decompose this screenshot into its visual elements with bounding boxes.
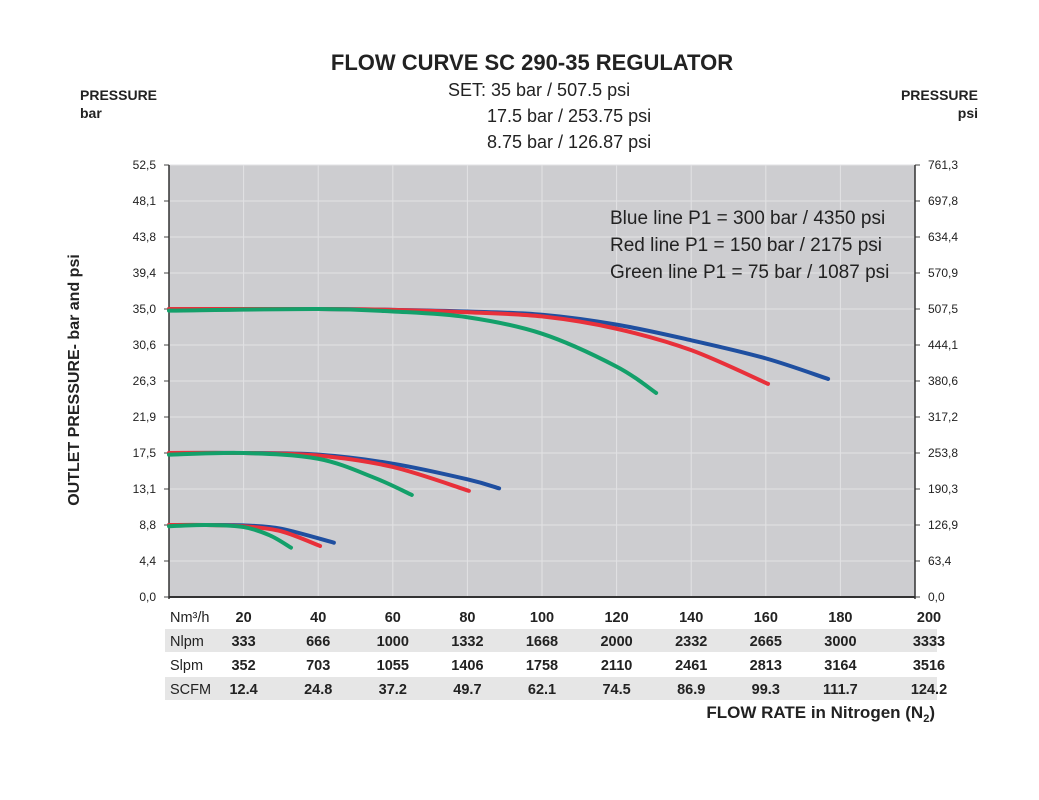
table-cell: 3333	[913, 634, 945, 650]
right-axis-unit: psi	[958, 105, 978, 121]
table-cell: 140	[679, 610, 703, 626]
y-axis-title: OUTLET PRESSURE- bar and psi	[66, 254, 83, 506]
table-cell: 2110	[601, 658, 632, 674]
table-cell: 1758	[526, 658, 558, 674]
subtitle-line: SET: 35 bar / 507.5 psi	[448, 80, 630, 100]
y-tick-label-left: 48,1	[133, 194, 157, 208]
y-tick-label-right: 634,4	[928, 230, 958, 244]
table-cell: 37.2	[379, 682, 407, 698]
table-cell: 12.4	[229, 682, 257, 698]
table-cell: 20	[236, 610, 252, 626]
table-cell: 2461	[675, 658, 707, 674]
table-cell: 120	[604, 610, 628, 626]
series-line-8	[167, 522, 293, 550]
series-line-5	[167, 450, 414, 497]
y-tick-label-left: 52,5	[133, 158, 157, 172]
x-axis-title-subscript: 2	[923, 713, 929, 725]
table-cell: 333	[231, 634, 255, 650]
legend-entry: Red line P1 = 150 bar / 2175 psi	[610, 235, 882, 256]
table-cell: 3164	[824, 658, 856, 674]
table-cell: 3000	[824, 634, 856, 650]
subtitle-line: 17.5 bar / 253.75 psi	[487, 106, 651, 126]
series-line-2	[167, 306, 659, 395]
table-cell: 1406	[451, 658, 483, 674]
table-row-band	[165, 677, 937, 700]
y-tick-label-right: 126,9	[928, 518, 958, 532]
table-cell: 1055	[377, 658, 409, 674]
table-cell: 1000	[377, 634, 409, 650]
y-tick-label-right: 697,8	[928, 194, 958, 208]
table-cell: 352	[231, 658, 255, 674]
x-axis-title: FLOW RATE in Nitrogen (N2)	[706, 703, 935, 725]
y-tick-label-left: 4,4	[139, 554, 156, 568]
x-axis-title-end: )	[929, 703, 935, 722]
table-row-unit: Nlpm	[170, 634, 204, 650]
right-axis-header: PRESSURE	[901, 87, 978, 103]
y-tick-label-left: 8,8	[139, 518, 156, 532]
table-cell: 111.7	[823, 682, 858, 698]
y-tick-label-right: 63,4	[928, 554, 952, 568]
left-axis-unit: bar	[80, 105, 102, 121]
y-tick-label-right: 317,2	[928, 410, 958, 424]
table-cell: 2332	[675, 634, 707, 650]
y-tick-label-left: 13,1	[133, 482, 157, 496]
table-cell: 100	[530, 610, 554, 626]
legend-entry: Blue line P1 = 300 bar / 4350 psi	[610, 208, 885, 229]
left-axis-header: PRESSURE	[80, 87, 157, 103]
table-cell: 62.1	[528, 682, 556, 698]
table-cell: 2665	[750, 634, 782, 650]
table-cell: 3516	[913, 658, 945, 674]
table-row-band	[165, 629, 937, 652]
table-cell: 160	[754, 610, 778, 626]
table-cell: 74.5	[602, 682, 630, 698]
table-cell: 124.2	[911, 682, 947, 698]
y-tick-label-right: 190,3	[928, 482, 958, 496]
y-tick-label-left: 0,0	[139, 590, 156, 604]
table-cell: 24.8	[304, 682, 332, 698]
y-tick-label-right: 0,0	[928, 590, 945, 604]
table-cell: 86.9	[677, 682, 705, 698]
table-cell: 99.3	[752, 682, 780, 698]
y-tick-label-right: 444,1	[928, 338, 958, 352]
table-cell: 60	[385, 610, 401, 626]
table-cell: 703	[306, 658, 330, 674]
table-row-unit: Nm³/h	[170, 610, 209, 626]
table-cell: 666	[306, 634, 330, 650]
table-cell: 180	[828, 610, 852, 626]
table-cell: 40	[310, 610, 326, 626]
y-tick-label-left: 39,4	[133, 266, 157, 280]
table-row-unit: Slpm	[170, 658, 203, 674]
y-tick-label-left: 21,9	[133, 410, 157, 424]
table-cell: 80	[459, 610, 475, 626]
y-tick-label-right: 253,8	[928, 446, 958, 460]
table-cell: 1668	[526, 634, 558, 650]
table-cell: 2000	[600, 634, 632, 650]
table-cell: 2813	[750, 658, 782, 674]
legend-entry: Green line P1 = 75 bar / 1087 psi	[610, 262, 889, 283]
y-tick-label-left: 43,8	[133, 230, 157, 244]
table-cell: 49.7	[453, 682, 481, 698]
y-tick-label-right: 380,6	[928, 374, 958, 388]
subtitle-line: 8.75 bar / 126.87 psi	[487, 132, 651, 152]
table-cell: 1332	[451, 634, 483, 650]
chart-title: FLOW CURVE SC 290-35 REGULATOR	[331, 50, 733, 75]
table-row-unit: SCFM	[170, 682, 211, 698]
table-cell: 200	[917, 610, 941, 626]
x-axis-title-text: FLOW RATE in Nitrogen (N	[706, 703, 923, 722]
y-tick-label-left: 30,6	[133, 338, 157, 352]
y-tick-label-left: 17,5	[133, 446, 157, 460]
y-tick-label-right: 761,3	[928, 158, 958, 172]
y-tick-label-left: 26,3	[133, 374, 157, 388]
y-tick-label-right: 507,5	[928, 302, 958, 316]
y-tick-label-right: 570,9	[928, 266, 958, 280]
y-tick-label-left: 35,0	[133, 302, 157, 316]
